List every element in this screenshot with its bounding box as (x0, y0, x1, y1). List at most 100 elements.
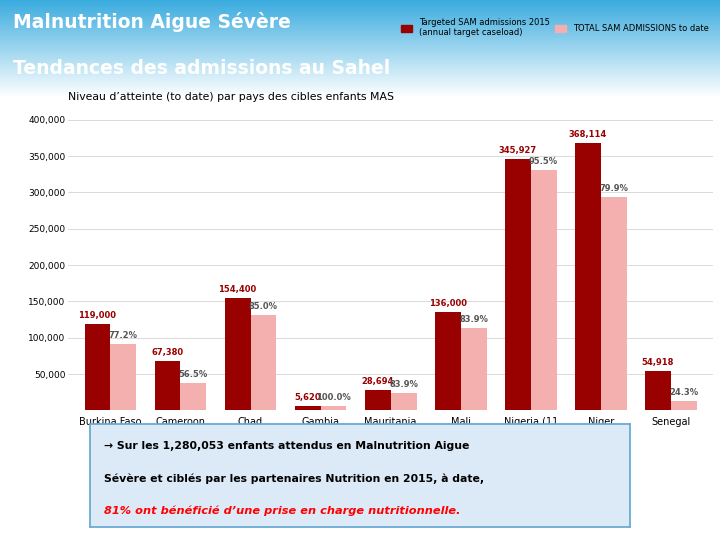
Bar (0, 52, 720, 53)
Bar (0, 2, 720, 3)
Bar (505, 159, 531, 410)
Bar (0, 81, 720, 82)
Bar (0, 40, 720, 41)
Bar (0, 0, 720, 1)
Bar (0, 72, 720, 73)
Bar (0, 22, 720, 23)
Bar (0, 71, 720, 72)
Bar (0, 88, 720, 89)
Bar (0, 26, 720, 27)
Text: 95.5%: 95.5% (529, 158, 558, 166)
Text: 56.5%: 56.5% (179, 370, 208, 379)
Bar (0, 57, 720, 58)
Bar (0, 50, 720, 51)
Bar (0, 8, 720, 9)
Bar (0, 60, 720, 61)
Text: 119,000: 119,000 (78, 311, 117, 320)
Bar (0, 78, 720, 79)
Bar (0, 91, 720, 92)
Bar (531, 171, 557, 410)
Bar (0, 74, 720, 75)
Bar (0, 86, 720, 87)
Bar (0, 33, 720, 35)
Bar (84, 324, 110, 410)
Bar (0, 79, 720, 80)
Bar (0, 84, 720, 85)
Bar (0, 20, 720, 21)
Text: 81% ont bénéficié d’une prise en charge nutritionnelle.: 81% ont bénéficié d’une prise en charge … (104, 506, 460, 516)
Bar (0, 89, 720, 90)
Bar (0, 14, 720, 15)
Bar (0, 27, 720, 28)
Bar (0, 73, 720, 74)
Bar (0, 46, 720, 48)
Text: Niveau d’atteinte (to date) par pays des cibles enfants MAS: Niveau d’atteinte (to date) par pays des… (68, 91, 395, 102)
Text: Sévère et ciblés par les partenaires Nutrition en 2015, à date,: Sévère et ciblés par les partenaires Nut… (104, 473, 484, 484)
Text: 5,620: 5,620 (294, 393, 321, 402)
Bar (0, 59, 720, 60)
Bar (0, 56, 720, 57)
Bar (0, 76, 720, 77)
Bar (0, 67, 720, 68)
Bar (0, 64, 720, 65)
Bar (0, 82, 720, 83)
Bar (0, 87, 720, 88)
Bar (0, 38, 720, 39)
Bar (0, 28, 720, 29)
Bar (575, 143, 600, 410)
Bar (0, 30, 720, 31)
Bar (0, 7, 720, 8)
Bar (0, 69, 720, 70)
Bar (0, 25, 720, 26)
Bar (0, 1, 720, 2)
Bar (0, 44, 720, 45)
Text: 368,114: 368,114 (569, 130, 607, 139)
Bar (0, 3, 720, 4)
Bar (0, 19, 720, 20)
Bar (0, 70, 720, 71)
Bar (0, 41, 720, 42)
Bar (0, 23, 720, 24)
Bar (0, 65, 720, 66)
Text: 100.0%: 100.0% (316, 393, 351, 402)
Bar (0, 94, 720, 95)
Bar (0, 10, 720, 11)
Bar (0, 62, 720, 63)
Bar (0, 36, 720, 37)
Bar (0, 4, 720, 5)
Bar (0, 68, 720, 69)
Bar (0, 77, 720, 78)
Bar (0, 32, 720, 33)
Bar (320, 406, 346, 410)
Bar (0, 31, 720, 32)
Text: 136,000: 136,000 (428, 299, 467, 308)
Bar (0, 35, 720, 36)
Text: 67,380: 67,380 (151, 348, 184, 357)
Bar (0, 24, 720, 25)
Bar (0, 90, 720, 91)
Text: 24.3%: 24.3% (669, 388, 698, 397)
Bar (0, 15, 720, 16)
Bar (0, 96, 720, 97)
Bar (0, 42, 720, 43)
Bar (0, 55, 720, 56)
Bar (0, 45, 720, 46)
Bar (0, 92, 720, 93)
Text: 83.9%: 83.9% (459, 314, 488, 323)
Bar (0, 29, 720, 30)
Text: → Sur les 1,280,053 enfants attendus en Malnutrition Aigue: → Sur les 1,280,053 enfants attendus en … (104, 441, 469, 451)
Text: 85.0%: 85.0% (249, 302, 278, 311)
Text: 154,400: 154,400 (218, 285, 257, 294)
Bar (600, 197, 626, 410)
Bar (390, 393, 416, 410)
Bar (0, 11, 720, 12)
Bar (0, 49, 720, 50)
Bar (0, 12, 720, 13)
Bar (0, 61, 720, 62)
Bar (155, 361, 181, 410)
Bar (181, 383, 207, 410)
Bar (0, 43, 720, 44)
Bar (671, 401, 697, 410)
Text: Malnutrition Aigue Sévère: Malnutrition Aigue Sévère (13, 12, 291, 32)
Bar (0, 51, 720, 52)
